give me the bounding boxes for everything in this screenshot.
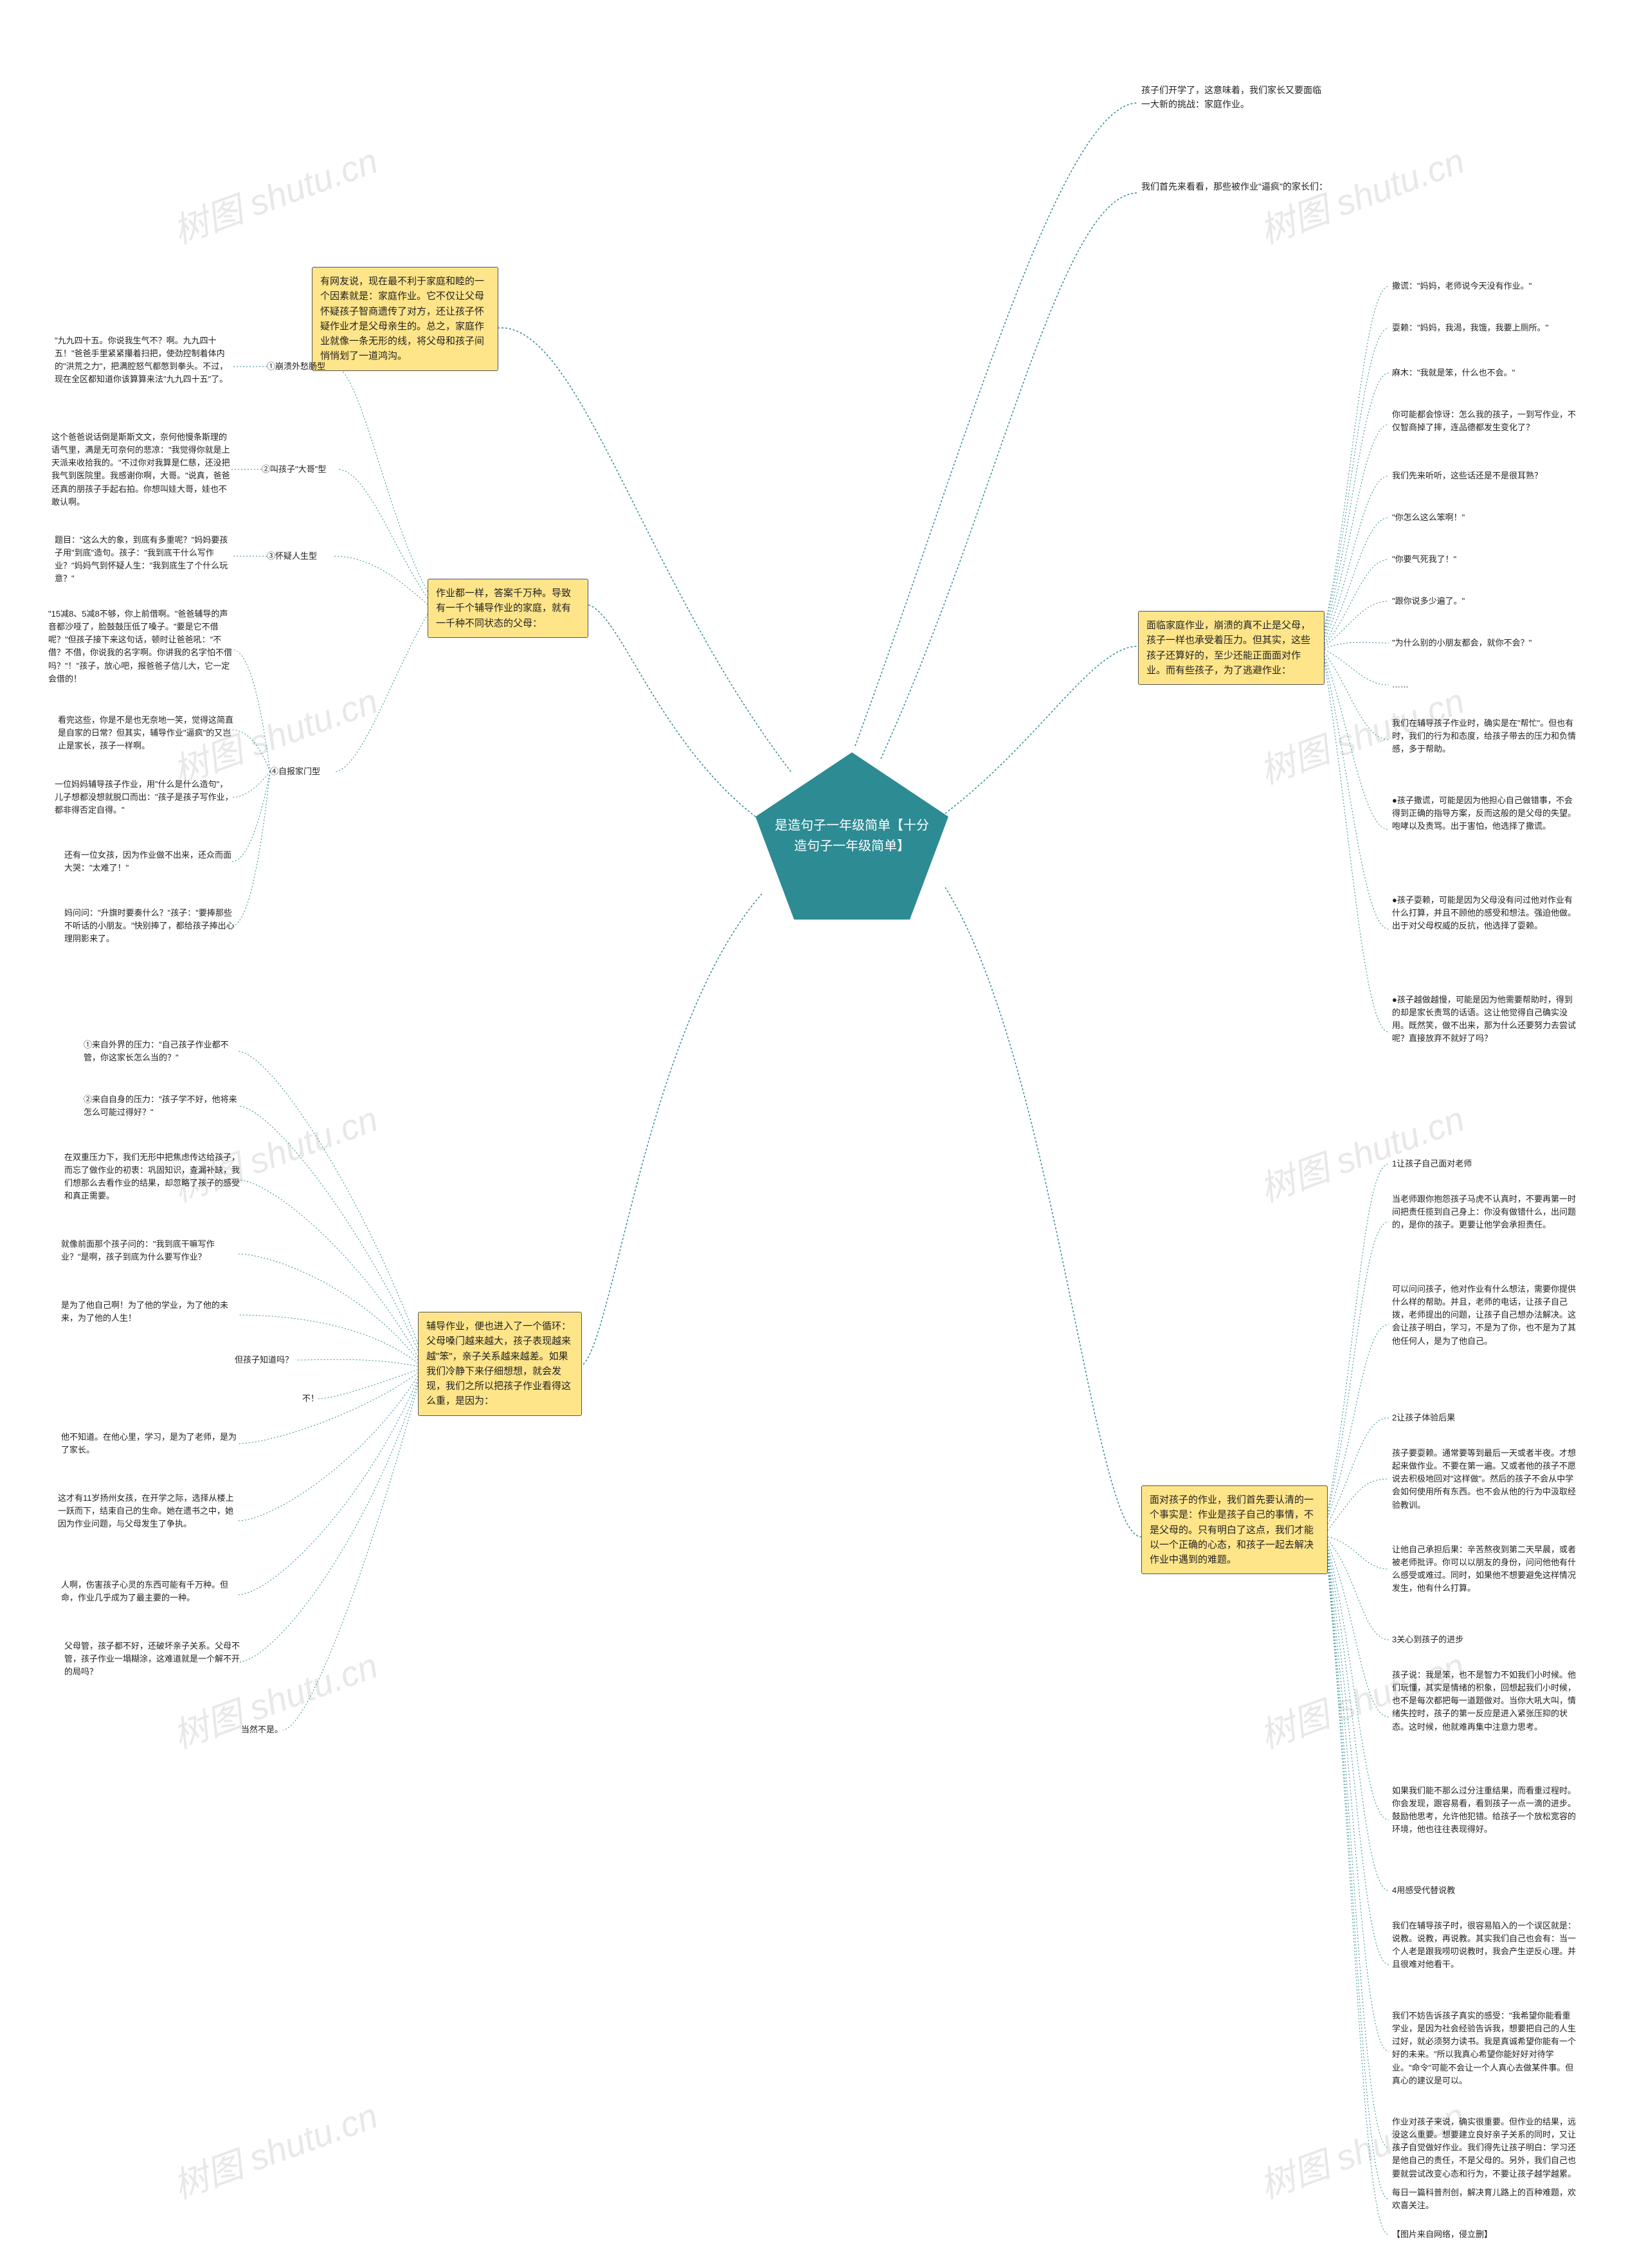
label-e4: 4用感受代替说教	[1392, 1884, 1578, 1897]
text-d14: ●孩子越做越慢，可能是因为他需要帮助时，得到的却是家长责骂的话语。这让他觉得自己…	[1392, 993, 1578, 1046]
label-b2: ②叫孩子"大哥"型	[262, 463, 339, 476]
text-d11: 我们在辅导孩子作业时，确实是在"帮忙"。但也有时，我们的行为和态度，给孩子带去的…	[1392, 717, 1578, 756]
text-d1: 撒谎："妈妈，老师说今天没有作业。"	[1392, 280, 1578, 293]
text-c10: 人啊，伤害孩子心灵的东西可能有千万种。但命，作业几乎成为了最主要的一种。	[61, 1579, 241, 1604]
text-c6: 但孩子知道吗？	[235, 1354, 299, 1366]
text-b4-4: 还有一位女孩，因为作业做不出来，还众而面大哭："太难了！"	[64, 849, 235, 875]
text-b2: 这个爸爸说话倒是斯斯文文，奈何他慢条斯理的语气里，满是无可奈何的悲凉："我觉得你…	[51, 431, 235, 509]
text-e4a: 我们在辅导孩子时，很容易陷入的一个误区就是：说教。说教，再说教。其实我们自己也会…	[1392, 1919, 1578, 1972]
text-e2b: 让他自己承担后果：辛苦熬夜到第二天早晨，或者被老师批评。你可以以朋友的身份，问问…	[1392, 1543, 1578, 1595]
label-e2: 2让孩子体验后果	[1392, 1411, 1578, 1424]
text-c2: ②来自自身的压力："孩子学不好，他将来怎么可能过得好？"	[84, 1093, 241, 1119]
yellow-node-y5: 面对孩子的作业，我们首先要认清的一个事实是：作业是孩子自己的事情，不是父母的。只…	[1141, 1485, 1328, 1574]
text-d9: "为什么别的小朋友都会，就你不会？"	[1392, 637, 1578, 649]
text-c9: 这才有11岁扬州女孩，在开学之际，选择从楼上一跃而下，结束自己的生命。她在遗书之…	[58, 1492, 241, 1530]
yellow-node-y1: 有网友说，现在最不利于家庭和睦的一个因素就是：家庭作业。它不仅让父母怀疑孩子智商…	[312, 267, 498, 371]
text-e5a: 作业对孩子来说，确实很重要。但作业的结果，远没这么重要。想要建立良好亲子关系的同…	[1392, 2116, 1578, 2181]
text-c3: 在双重压力下，我们无形中把焦虑传达给孩子，而忘了做作业的初衷：巩固知识，查漏补缺…	[64, 1151, 241, 1203]
text-d12: ●孩子撒谎，可能是因为他担心自己做错事，不会得到正确的指导方案，反而这般的是父母…	[1392, 794, 1578, 833]
text-t2: 我们首先来看看，那些被作业"逼疯"的家长们：	[1141, 180, 1328, 194]
text-c12: 当然不是。	[241, 1723, 283, 1736]
text-e1b: 可以问问孩子，他对作业有什么想法，需要你提供什么样的帮助。并且，老师的电话，让孩…	[1392, 1283, 1578, 1348]
label-e3: 3关心到孩子的进步	[1392, 1633, 1578, 1646]
text-b4-2: 看完这些，你是不是也无奈地一笑，觉得这简直是自家的日常？但其实，辅导作业"逼疯"…	[58, 714, 235, 752]
text-e5c: 【图片来自网络，侵立删】	[1392, 2228, 1578, 2241]
text-d7: "你要气死我了！"	[1392, 553, 1578, 566]
text-b3: 题目："这么大的象，到底有多重呢？"妈妈要孩子用"到底"造句。孩子："我到底干什…	[55, 534, 235, 586]
label-b3: ③怀疑人生型	[267, 550, 338, 563]
text-d2: 耍赖："妈妈，我渴，我饿，我要上厕所。"	[1392, 322, 1578, 334]
text-c7: 不！	[302, 1392, 321, 1405]
text-e1a: 当老师跟你抱怨孩子马虎不认真时，不要再第一时间把责任揽到自己身上：你没有做错什么…	[1392, 1193, 1578, 1231]
center-node: 是造句子一年级简单【十分造句子一年级简单】	[749, 746, 955, 926]
text-d4: 你可能都会惊讶：怎么我的孩子，一到写作业，不仅智商掉了摔，连品德都发生变化了？	[1392, 408, 1578, 434]
mindmap-canvas: 树图 shutu.cn 树图 shutu.cn 树图 shutu.cn 树图 s…	[0, 0, 1646, 2268]
text-d10: ……	[1392, 678, 1578, 691]
text-e4b: 我们不妨告诉孩子真实的感受："我希望你能看重学业，是因为社会经验告诉我，想要把自…	[1392, 2009, 1578, 2087]
text-e3a: 孩子说：我是笨，也不是智力不如我们小时候。他们玩懂，其实是情绪的积象，回想起我们…	[1392, 1669, 1578, 1734]
yellow-node-y4: 面临家庭作业，崩溃的真不止是父母，孩子一样也承受着压力。但其实，这些孩子还算好的…	[1138, 611, 1325, 685]
text-c1: ①来自外界的压力："自己孩子作业都不管，你这家长怎么当的？"	[84, 1039, 241, 1064]
text-t1: 孩子们开学了，这意味着，我们家长又要面临一大新的挑战：家庭作业。	[1141, 84, 1328, 111]
text-d13: ●孩子耍赖，可能是因为父母没有问过他对作业有什么打算，并且不顾他的感受和想法。强…	[1392, 894, 1578, 932]
center-title: 是造句子一年级简单【十分造句子一年级简单】	[749, 815, 955, 857]
watermark: 树图 shutu.cn	[165, 132, 383, 253]
text-d3: 麻木："我就是笨，什么也不会。"	[1392, 367, 1578, 379]
yellow-node-y2: 作业都一样，答案千万种。导致有一千个辅导作业的家庭，就有一千种不同状态的父母：	[428, 579, 588, 638]
text-e5b: 每日一篇科普剂创，解决育儿路上的百种难题，欢欢喜关注。	[1392, 2186, 1578, 2212]
text-d8: "跟你说多少遍了。"	[1392, 595, 1578, 608]
label-b1: ①崩溃外愁肠型	[267, 360, 338, 373]
yellow-node-y3: 辅导作业，便也进入了一个循环：父母嗓门越来越大，孩子表现越来越"笨"，亲子关系越…	[418, 1312, 582, 1416]
text-b4-3: 一位妈妈辅导孩子作业，用"什么是什么造句"，儿子想都没想就脱口而出："孩子是孩子…	[55, 778, 235, 817]
text-b4-5: 妈问问："升旗时要奏什么？"孩子："要捧那些不听话的小朋友。"快别捧了，都给孩子…	[64, 907, 235, 945]
watermark: 树图 shutu.cn	[165, 2087, 383, 2208]
text-b4-1: "15减8、5减8不够，你上前借啊。"爸爸辅导的声音都沙哑了，脸鼓鼓压低了嗓子。…	[48, 608, 235, 685]
text-c11: 父母管，孩子都不好，还破坏亲子关系。父母不管，孩子作业一塌糊涂，这难道就是一个解…	[64, 1640, 241, 1678]
text-e2a: 孩子要耍赖。通常要等到最后一天或者半夜。才想起来做作业。不要在第一遍。又或者他的…	[1392, 1447, 1578, 1512]
text-d6: "你怎么这么笨啊！"	[1392, 511, 1578, 524]
text-c4: 就像前面那个孩子问的："我到底干嘛写作业？"是啊，孩子到底为什么要写作业？	[61, 1238, 241, 1264]
text-c5: 是为了他自己啊！为了他的学业，为了他的未来，为了他的人生！	[61, 1299, 241, 1325]
label-b4: ④自报家门型	[270, 765, 334, 778]
text-d5: 我们先来听听，这些话还是不是很耳熟？	[1392, 469, 1578, 482]
text-e3b: 如果我们能不那么过分注重结果，而看重过程时。你会发现，跟容易看，看到孩子一点一滴…	[1392, 1784, 1578, 1837]
label-e1: 1让孩子自己面对老师	[1392, 1157, 1578, 1170]
text-c8: 他不知道。在他心里，学习，是为了老师，是为了家长。	[61, 1431, 241, 1456]
text-b1: "九九四十五。你说我生气不？啊。九九四十五！"爸爸手里紧紧攥着扫把，使劲控制着体…	[55, 334, 235, 386]
